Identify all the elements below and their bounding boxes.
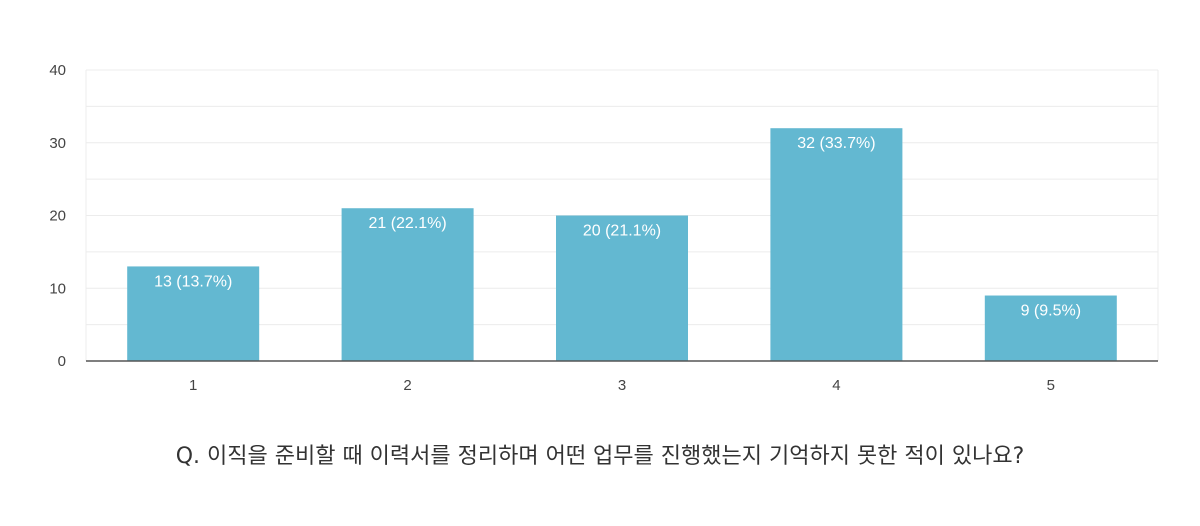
y-tick-label: 30 bbox=[49, 135, 66, 152]
x-tick-label: 2 bbox=[403, 377, 411, 394]
bar bbox=[127, 266, 260, 361]
x-tick-label: 5 bbox=[1047, 377, 1055, 394]
survey-question: Q. 이직을 준비할 때 이력서를 정리하며 어떤 업무를 진행했는지 기억하지… bbox=[175, 444, 1025, 469]
bars bbox=[127, 128, 1117, 361]
data-labels: 13 (13.7%) 21 (22.1%) 20 (21.1%) 32 (33.7%)… bbox=[154, 135, 1081, 319]
x-tick-label: 4 bbox=[832, 377, 840, 394]
data-label: 20 (21.1%) bbox=[583, 223, 661, 240]
y-tick-label: 40 bbox=[49, 62, 66, 79]
bar bbox=[556, 215, 688, 361]
bar-chart: 0 10 20 30 40 13 (13.7%) 21 (22.1%) 20 (21.1%)… bbox=[49, 62, 1159, 394]
x-axis-ticks: 1 2 3 4 5 bbox=[189, 377, 1055, 394]
data-label: 21 (22.1%) bbox=[368, 215, 446, 232]
x-tick-label: 3 bbox=[618, 377, 626, 394]
bar bbox=[984, 295, 1117, 361]
y-tick-label: 10 bbox=[49, 280, 66, 297]
y-tick-label: 20 bbox=[49, 208, 66, 225]
y-axis-ticks: 0 10 20 30 40 bbox=[49, 62, 66, 370]
x-tick-label: 1 bbox=[189, 377, 197, 394]
data-label: 13 (13.7%) bbox=[154, 273, 232, 290]
bar bbox=[770, 128, 903, 361]
y-tick-label: 0 bbox=[58, 353, 66, 370]
bar bbox=[341, 208, 474, 361]
data-label: 32 (33.7%) bbox=[797, 135, 875, 152]
data-label: 9 (9.5%) bbox=[1021, 303, 1081, 320]
